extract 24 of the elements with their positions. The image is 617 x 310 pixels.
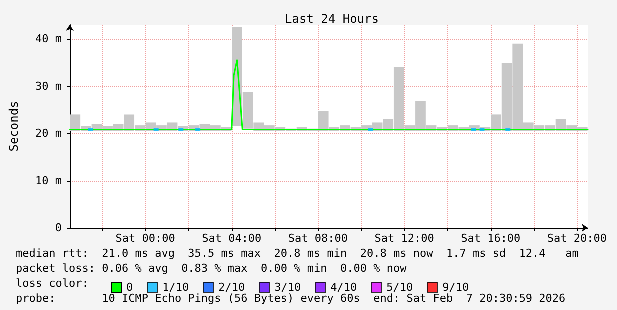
x-tick-label: Sat 20:00 <box>547 232 608 245</box>
y-tick-label: 10 m <box>36 174 62 188</box>
legend-label: 3/10 <box>274 281 302 294</box>
legend-label: 9/10 <box>442 281 470 294</box>
text: median rtt: 21.0 ms avg 35.5 ms max 20.8 ms min 20.8 ms now 1.7 ms sd 12.4 am <box>16 247 580 260</box>
legend-label: 2/10 <box>218 281 246 294</box>
legend-title: loss color: <box>16 277 89 290</box>
y-tick-label: 20 m <box>36 127 62 140</box>
y-tick-label: 30 m <box>36 80 62 93</box>
chart-title: Last 24 Hours <box>285 12 379 26</box>
y-tick-label: 0 <box>55 222 62 234</box>
x-tick-label: Sat 12:00 <box>374 232 434 245</box>
legend-label: 0 <box>126 281 134 294</box>
y-axis-title: Seconds <box>7 101 21 152</box>
text: packet loss: 0.06 % avg 0.83 % max 0.00 % min 0.00 % now <box>16 262 408 275</box>
x-tick-label: Sat 04:00 <box>202 232 262 245</box>
text: probe: 10 ICMP Echo Pings (56 Bytes) every 60s end: Sat Feb 7 20:30:59 2026 <box>16 292 566 305</box>
x-tick-label: Sat 16:00 <box>461 232 521 245</box>
x-tick-label: Sat 08:00 <box>288 232 348 245</box>
legend-label: 1/10 <box>162 281 190 294</box>
legend-label: 4/10 <box>330 281 358 294</box>
legend-label: 5/10 <box>386 281 414 294</box>
y-tick-label: 40 m <box>36 32 62 46</box>
x-tick-label: Sat 00:00 <box>116 232 176 245</box>
